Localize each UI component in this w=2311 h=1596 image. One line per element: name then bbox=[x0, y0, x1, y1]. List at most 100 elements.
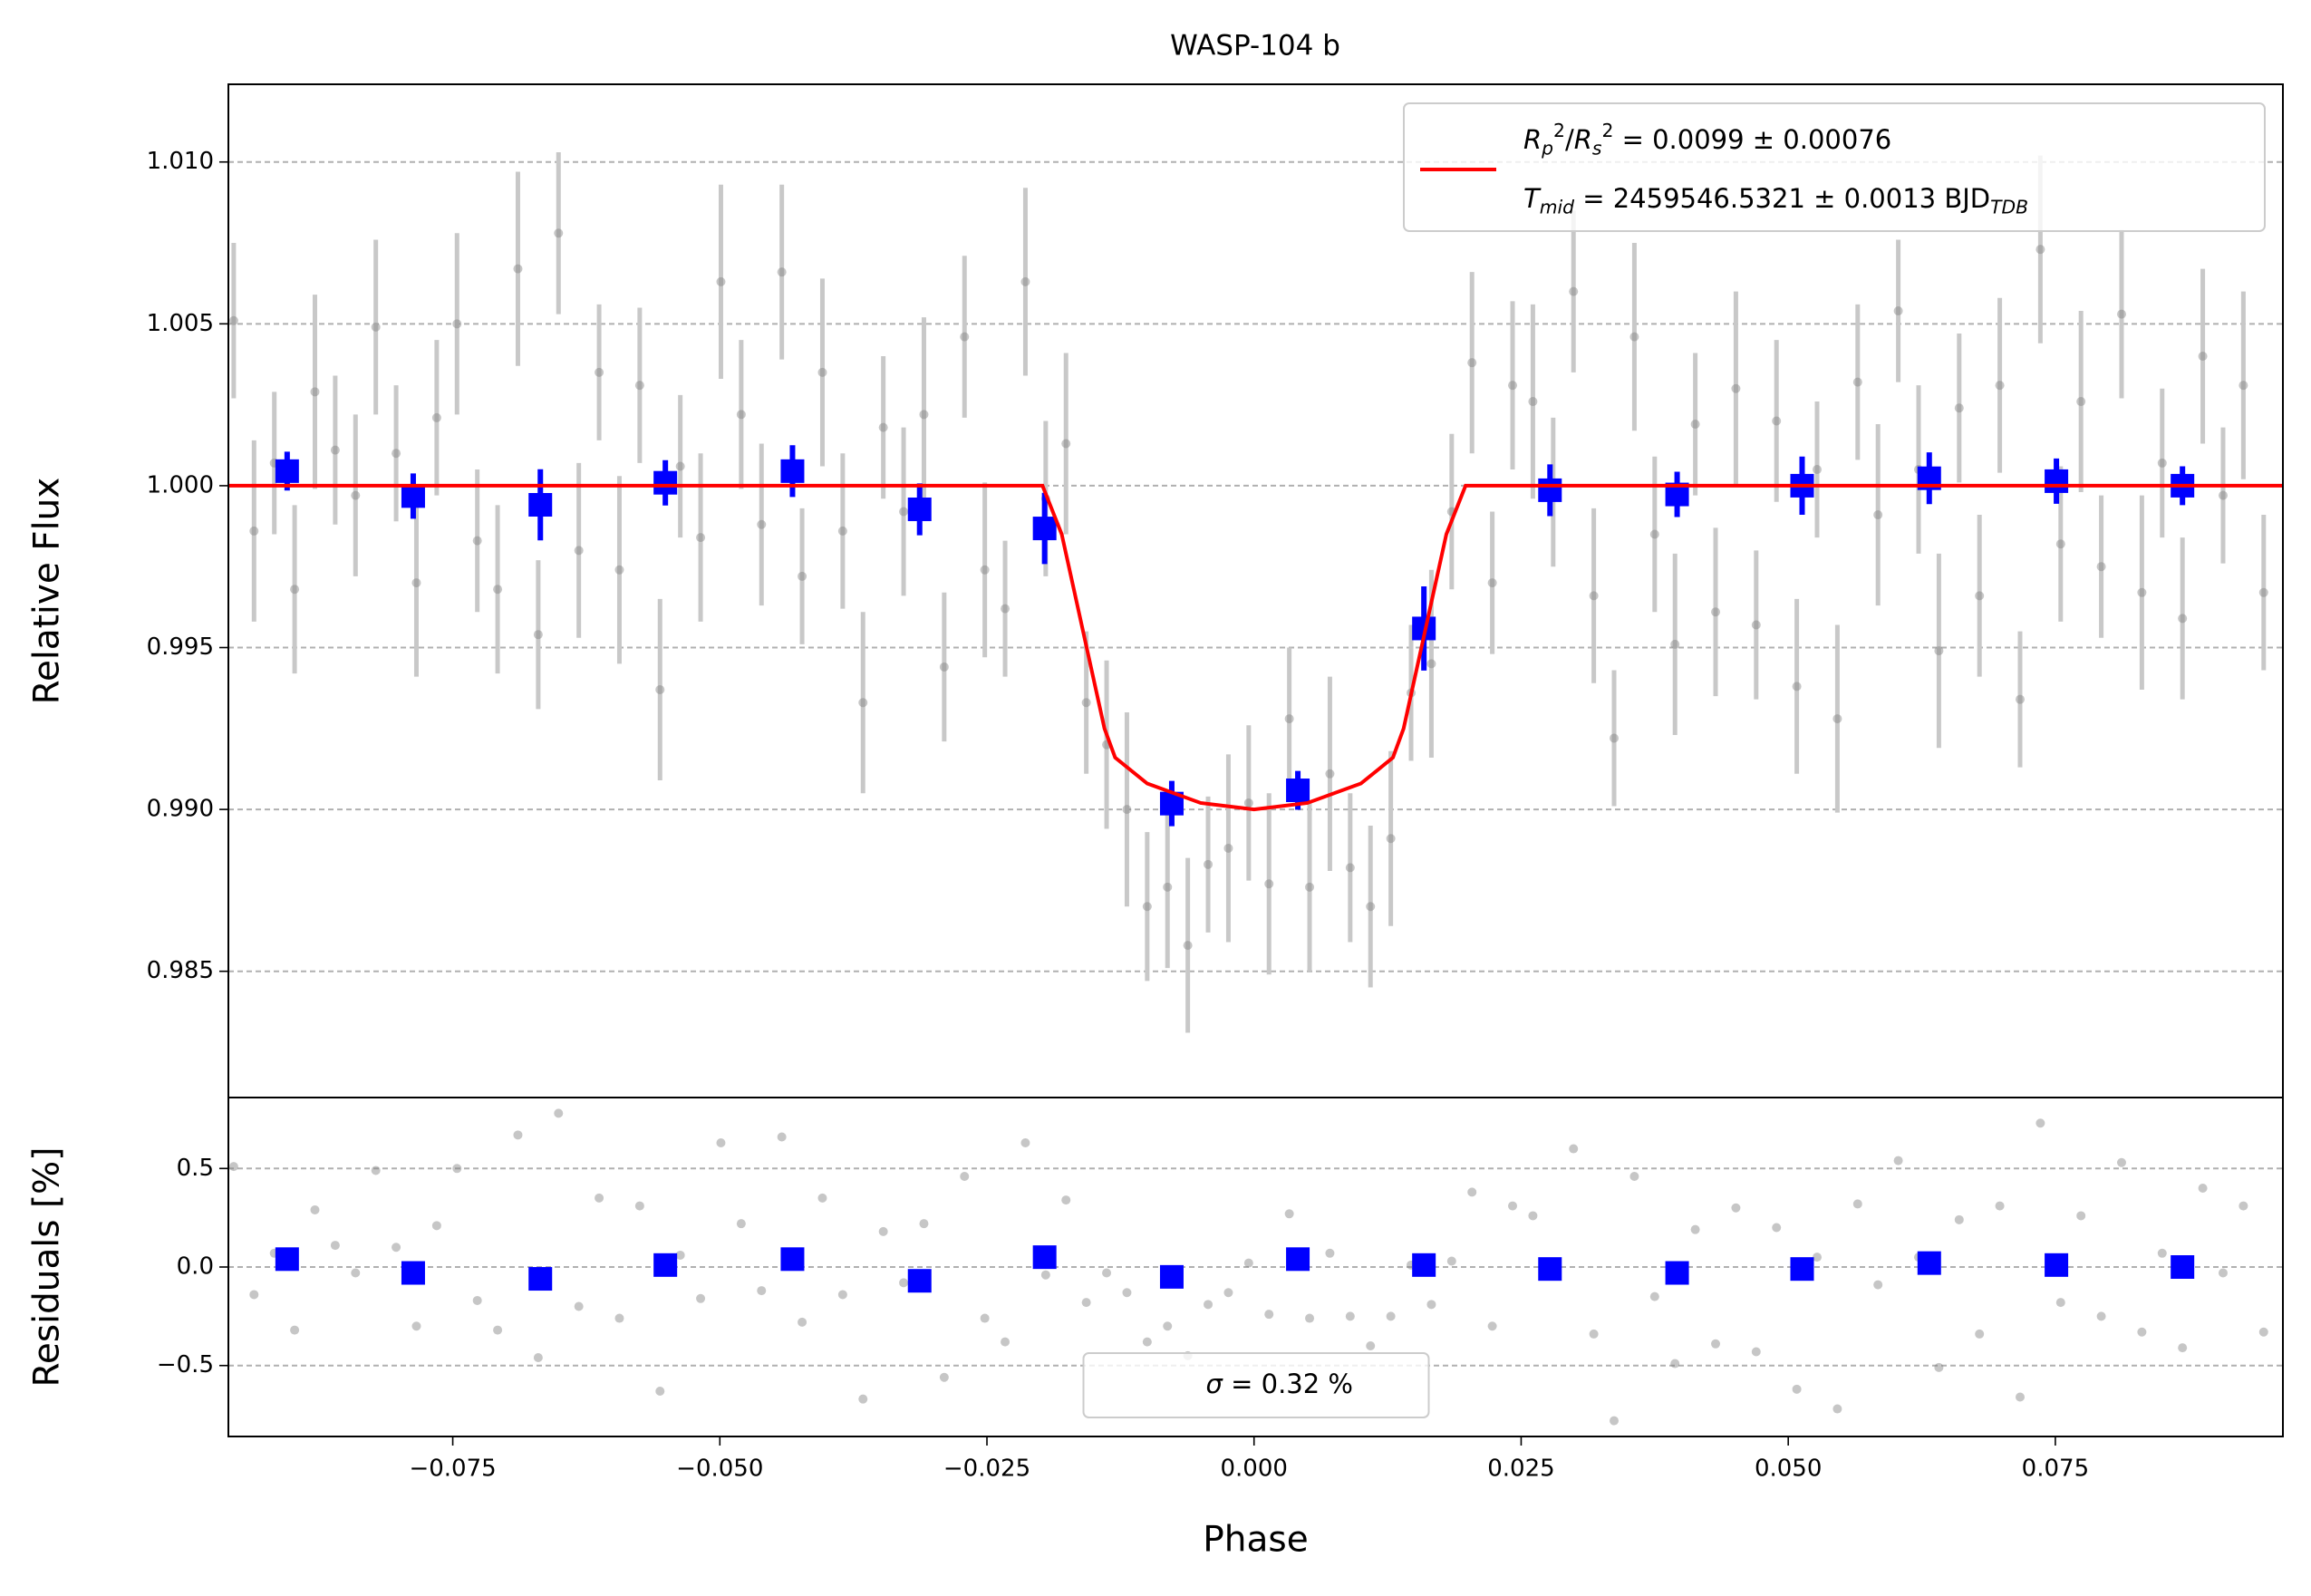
data-point bbox=[1487, 1321, 1497, 1331]
y-tick-label: 1.000 bbox=[147, 471, 214, 498]
data-point bbox=[1934, 1362, 1944, 1372]
data-point bbox=[2198, 352, 2208, 362]
data-point bbox=[1081, 698, 1091, 708]
data-point bbox=[310, 387, 320, 397]
data-point bbox=[1426, 659, 1436, 669]
data-point bbox=[1183, 941, 1193, 951]
data-point bbox=[472, 1295, 482, 1305]
x-tick-label: 0.075 bbox=[2022, 1456, 2089, 1483]
binned-point bbox=[401, 484, 425, 508]
data-point bbox=[574, 1301, 584, 1311]
data-point bbox=[1893, 1156, 1903, 1166]
data-point bbox=[513, 264, 523, 274]
legend-text-part: = 0.0099 ± 0.00076 bbox=[1613, 124, 1891, 155]
data-point bbox=[493, 585, 503, 595]
data-point bbox=[452, 1164, 462, 1174]
data-point bbox=[655, 684, 665, 694]
legend-text-part: s bbox=[1592, 137, 1602, 159]
y-tick-label: 0.985 bbox=[147, 957, 214, 984]
data-point bbox=[1528, 1211, 1538, 1221]
data-point bbox=[2157, 1248, 2167, 1258]
data-point bbox=[1569, 286, 1579, 296]
data-point bbox=[1426, 1300, 1436, 1310]
data-point bbox=[228, 1162, 238, 1172]
data-point bbox=[1670, 1359, 1680, 1369]
data-point bbox=[675, 1250, 685, 1260]
data-point bbox=[371, 322, 381, 332]
data-point bbox=[777, 267, 787, 277]
binned-point bbox=[1032, 1245, 1057, 1270]
data-point bbox=[634, 381, 644, 391]
data-point bbox=[919, 1219, 929, 1229]
data-point bbox=[1589, 591, 1599, 601]
legend-text-part: σ bbox=[1206, 1369, 1224, 1399]
data-point bbox=[1102, 1268, 1112, 1278]
data-point bbox=[614, 565, 624, 575]
y-tick-label: −0.5 bbox=[157, 1351, 214, 1378]
legend-text-part: TDB bbox=[1990, 196, 2028, 218]
data-point bbox=[1893, 306, 1903, 316]
legend-text-part: R bbox=[1523, 124, 1542, 155]
data-point bbox=[290, 585, 300, 595]
data-point bbox=[1284, 1209, 1294, 1219]
binned-point bbox=[1790, 1257, 1814, 1282]
data-point bbox=[1142, 1337, 1152, 1347]
data-point bbox=[1122, 805, 1132, 815]
legend-label: Rp2/Rs2 = 0.0099 ± 0.00076 bbox=[1523, 119, 1891, 159]
data-point bbox=[1852, 377, 1862, 387]
data-point bbox=[2258, 1327, 2268, 1337]
data-point bbox=[2137, 1327, 2147, 1337]
binned-point bbox=[780, 459, 805, 483]
data-point bbox=[1649, 529, 1659, 539]
data-point bbox=[392, 449, 401, 459]
data-point bbox=[2137, 587, 2147, 597]
data-point bbox=[858, 1394, 868, 1404]
data-point bbox=[1772, 416, 1782, 426]
legend-box bbox=[1082, 1352, 1430, 1418]
data-point bbox=[1081, 1298, 1091, 1308]
data-point bbox=[2258, 587, 2268, 597]
data-point bbox=[837, 526, 847, 536]
data-point bbox=[960, 1171, 970, 1181]
data-point bbox=[2035, 1118, 2045, 1128]
x-tick-label: 0.025 bbox=[1487, 1456, 1554, 1483]
data-point bbox=[1508, 1201, 1518, 1211]
binned-point bbox=[1917, 1251, 1941, 1275]
data-point bbox=[330, 1241, 340, 1251]
data-point bbox=[1020, 276, 1030, 286]
data-point bbox=[1020, 1138, 1030, 1148]
data-point bbox=[939, 1372, 949, 1382]
data-point bbox=[1223, 1288, 1233, 1298]
binned-point bbox=[780, 1247, 805, 1272]
data-point bbox=[1366, 902, 1376, 912]
data-point bbox=[1589, 1329, 1599, 1339]
data-point bbox=[817, 367, 827, 377]
data-point bbox=[939, 662, 949, 672]
data-point bbox=[1711, 607, 1721, 617]
data-point bbox=[533, 630, 543, 640]
binned-point bbox=[275, 1247, 299, 1272]
data-point bbox=[1792, 682, 1802, 692]
data-point bbox=[1772, 1223, 1782, 1233]
data-point bbox=[2178, 614, 2188, 624]
data-point bbox=[1528, 397, 1538, 407]
legend-label: σ = 0.32 % bbox=[1206, 1369, 1353, 1399]
data-point bbox=[1001, 604, 1010, 614]
binned-point bbox=[528, 492, 553, 517]
legend-label: Tmid = 2459546.5321 ± 0.0013 BJDTDB bbox=[1523, 183, 2028, 218]
legend-text-part: 2 bbox=[1553, 119, 1565, 140]
data-point bbox=[1873, 510, 1883, 520]
data-point bbox=[1934, 646, 1944, 656]
legend-text-part: = 0.32 % bbox=[1223, 1369, 1353, 1399]
data-point bbox=[1610, 733, 1620, 743]
y-tick-label: 0.5 bbox=[177, 1155, 214, 1182]
data-point bbox=[1366, 1340, 1376, 1350]
data-point bbox=[1061, 439, 1071, 449]
data-point bbox=[980, 565, 990, 575]
binned-point bbox=[2045, 469, 2069, 493]
data-point bbox=[634, 1201, 644, 1211]
data-point bbox=[1467, 358, 1477, 368]
data-point bbox=[919, 410, 929, 420]
data-point bbox=[1813, 465, 1823, 475]
